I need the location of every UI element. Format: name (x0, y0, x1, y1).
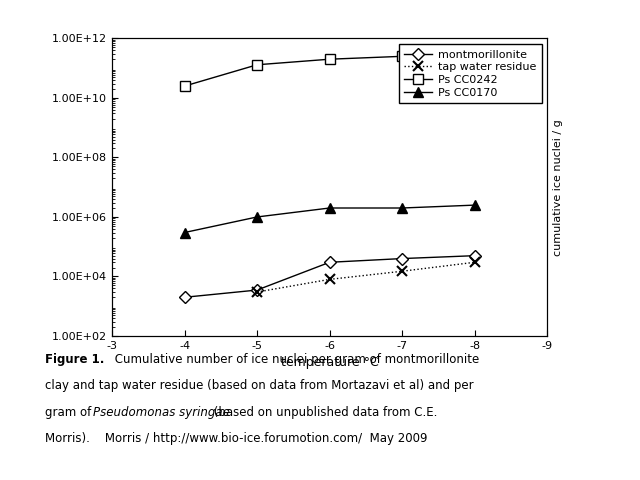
montmorillonite (326, 259, 333, 265)
Ps CC0242 (180, 83, 188, 89)
Ps CC0170 (326, 205, 333, 211)
Line: Ps CC0242: Ps CC0242 (180, 49, 479, 91)
Ps CC0242 (471, 51, 479, 57)
Text: Pseudomonas syringae: Pseudomonas syringae (93, 406, 230, 419)
Ps CC0242 (398, 53, 406, 59)
Ps CC0242 (326, 56, 333, 62)
montmorillonite (398, 256, 406, 262)
montmorillonite (180, 294, 188, 300)
tap water residue (398, 268, 406, 274)
Text: Figure 1.: Figure 1. (45, 353, 104, 366)
Ps CC0170 (180, 229, 188, 235)
Ps CC0170 (253, 214, 261, 220)
Legend: montmorillonite, tap water residue, Ps CC0242, Ps CC0170: montmorillonite, tap water residue, Ps C… (399, 44, 541, 103)
Ps CC0170 (471, 202, 479, 208)
montmorillonite (471, 253, 479, 259)
Text: clay and tap water residue (based on data from Mortazavi et al) and per: clay and tap water residue (based on dat… (45, 379, 474, 392)
Text: Morris).    Morris / http://www.bio-ice.forumotion.com/  May 2009: Morris). Morris / http://www.bio-ice.for… (45, 432, 428, 445)
Line: tap water residue: tap water residue (252, 257, 479, 297)
tap water residue (471, 259, 479, 265)
X-axis label: temperature °C: temperature °C (281, 357, 378, 370)
Ps CC0170 (398, 205, 406, 211)
tap water residue (326, 276, 333, 282)
Y-axis label: cumulative ice nuclei / g: cumulative ice nuclei / g (553, 119, 563, 255)
tap water residue (253, 289, 261, 295)
montmorillonite (253, 287, 261, 293)
Line: Ps CC0170: Ps CC0170 (180, 200, 479, 238)
Line: montmorillonite: montmorillonite (180, 252, 479, 301)
Text: gram of: gram of (45, 406, 95, 419)
Text: Cumulative number of ice nuclei per gram of montmorillonite: Cumulative number of ice nuclei per gram… (111, 353, 479, 366)
Text: (based on unpublished data from C.E.: (based on unpublished data from C.E. (210, 406, 437, 419)
Ps CC0242 (253, 62, 261, 68)
